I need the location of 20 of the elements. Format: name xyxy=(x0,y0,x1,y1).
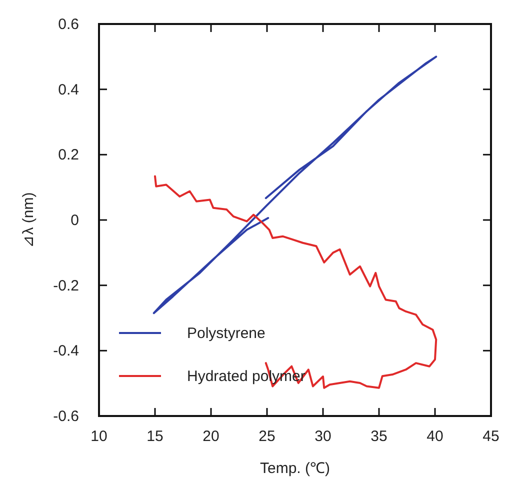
x-tick-label: 25 xyxy=(258,428,276,445)
x-tick-label: 10 xyxy=(90,428,108,445)
y-tick-label: -0.2 xyxy=(53,277,79,294)
x-tick-label: 35 xyxy=(370,428,388,445)
x-tick-label: 40 xyxy=(426,428,444,445)
x-tick-label: 45 xyxy=(482,428,500,445)
x-axis-title: Temp. (℃) xyxy=(260,460,330,477)
y-tick-label: -0.4 xyxy=(53,342,79,360)
y-axis-title: ⊿λ (nm) xyxy=(20,192,37,248)
x-tick-label: 30 xyxy=(314,428,332,445)
x-tick-label: 20 xyxy=(202,428,220,445)
line-series xyxy=(154,175,438,389)
line-series xyxy=(152,56,438,314)
y-tick-label: -0.6 xyxy=(53,408,79,425)
legend-label: Polystyrene xyxy=(187,325,266,342)
y-tick-label: 0.6 xyxy=(58,16,79,33)
y-tick-label: 0 xyxy=(70,212,79,229)
y-tick-label: 0.4 xyxy=(58,81,79,98)
y-tick-label: 0.2 xyxy=(58,146,79,164)
x-tick-label: 15 xyxy=(146,428,164,445)
